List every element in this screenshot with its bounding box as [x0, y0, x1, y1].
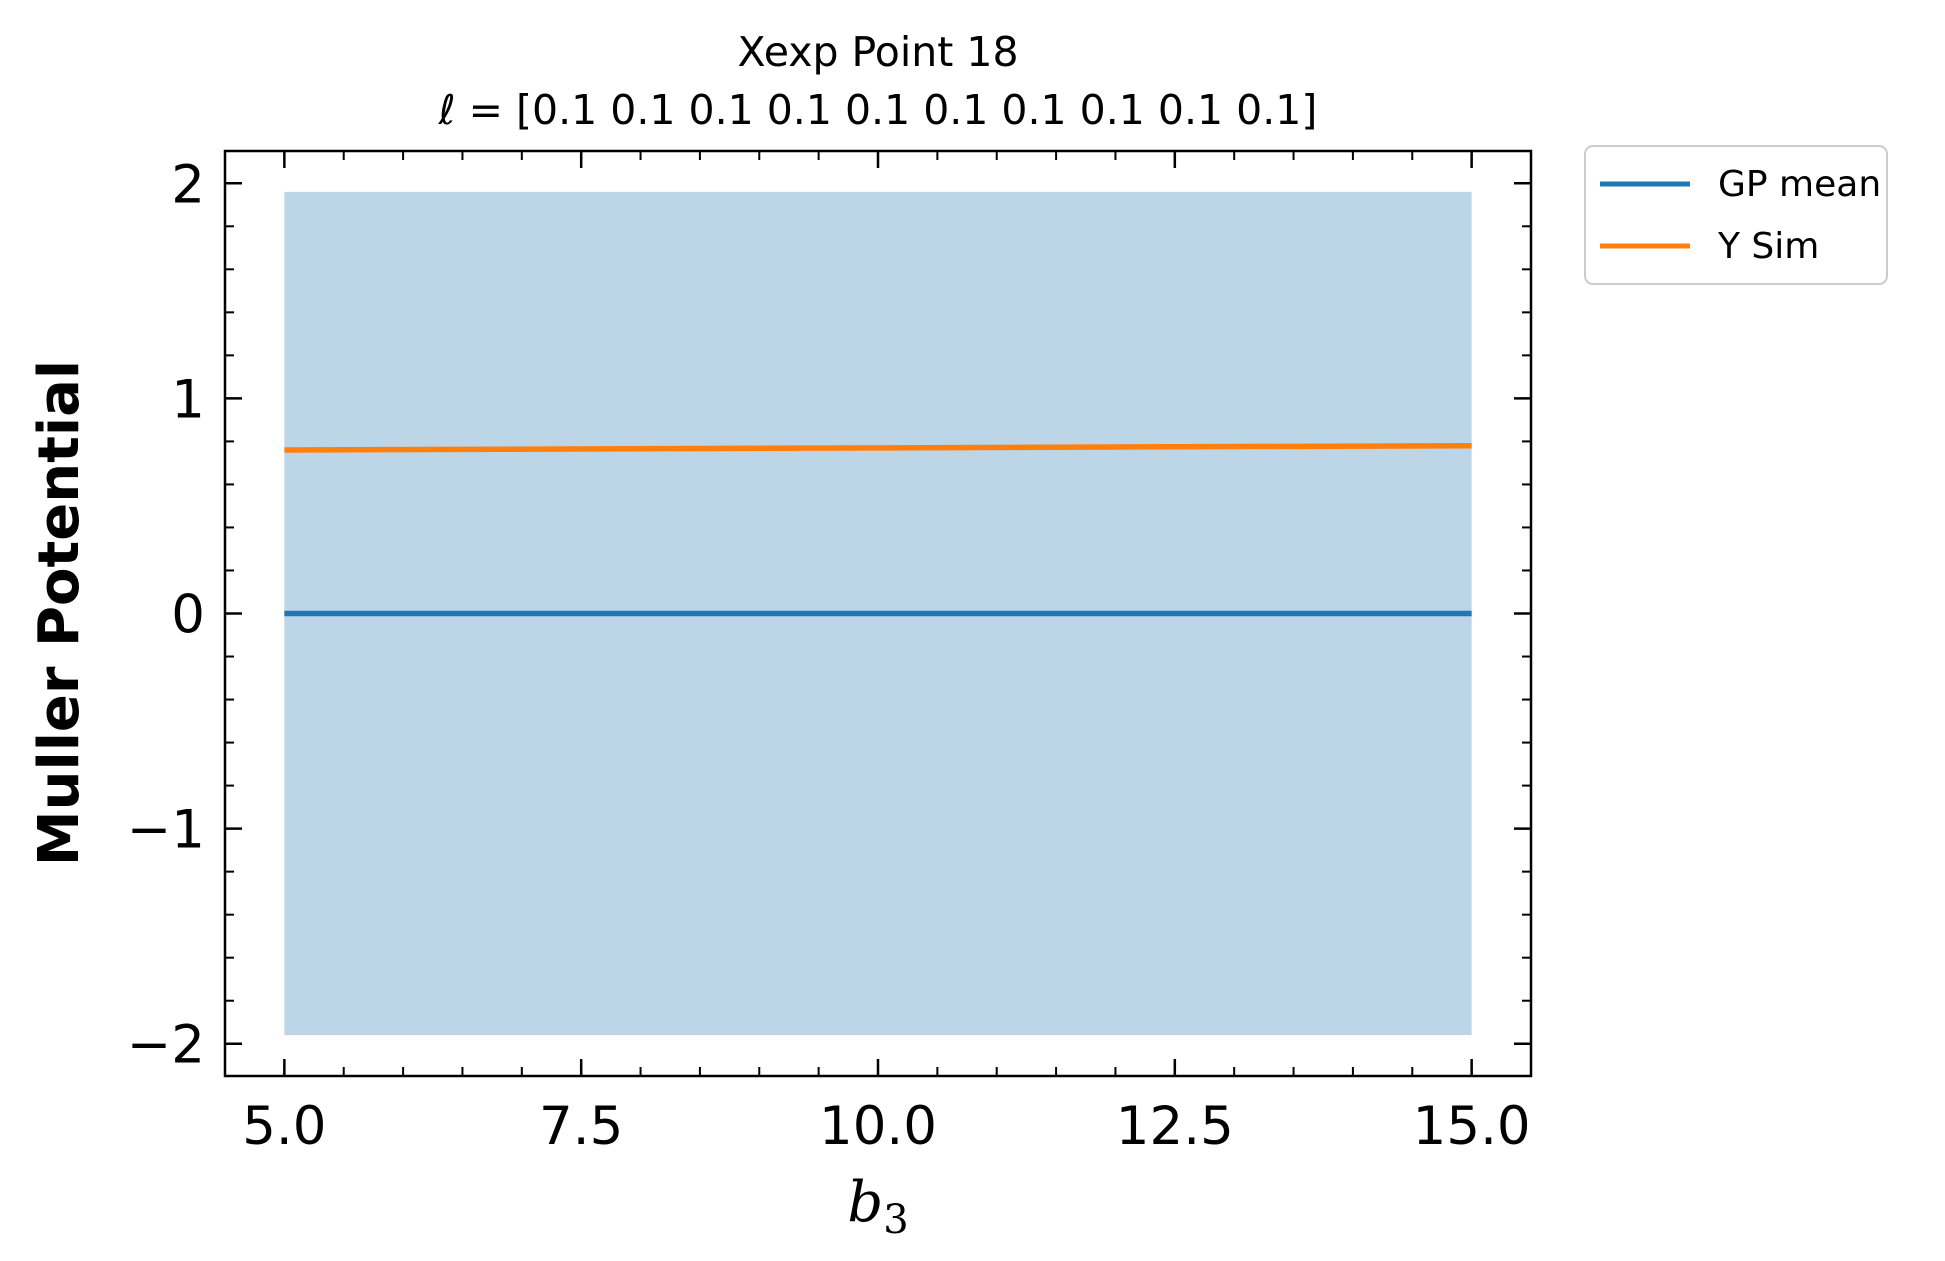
x-tick-label: 10.0 [819, 1096, 937, 1157]
x-axis-label: b3 [847, 1170, 908, 1243]
y-tick-label: −1 [127, 800, 205, 861]
x-tick-label: 7.5 [539, 1096, 623, 1157]
legend-label-y-sim: Y Sim [1717, 226, 1819, 267]
legend: GP mean Y Sim [1584, 145, 1888, 285]
y-tick-label: 1 [171, 369, 205, 430]
plot-area [284, 191, 1472, 1036]
y-tick-label: 0 [171, 585, 205, 646]
axes-frame [223, 149, 1533, 1078]
x-axis-label-subscript: 3 [883, 1197, 908, 1243]
chart-title: Xexp Point 18 [737, 28, 1018, 76]
x-axis-label-base: b [847, 1170, 883, 1235]
series-line-y-sim [284, 442, 1472, 453]
x-tick-label: 5.0 [242, 1096, 326, 1157]
x-tick-label: 15.0 [1413, 1096, 1531, 1157]
y-axis-label: Muller Potential [27, 360, 92, 866]
chart-subtitle: ℓ = [0.1 0.1 0.1 0.1 0.1 0.1 0.1 0.1 0.1… [438, 86, 1318, 134]
axis-ticks: −2 −1 0 1 2 5.0 7.5 10.0 12.5 15.0 [127, 151, 1532, 1157]
legend-label-gp-mean: GP mean [1718, 164, 1881, 205]
y-tick-label: −2 [127, 1015, 205, 1076]
x-tick-label: 12.5 [1116, 1096, 1234, 1157]
y-tick-label: 2 [171, 154, 205, 215]
legend-box [1584, 145, 1888, 285]
